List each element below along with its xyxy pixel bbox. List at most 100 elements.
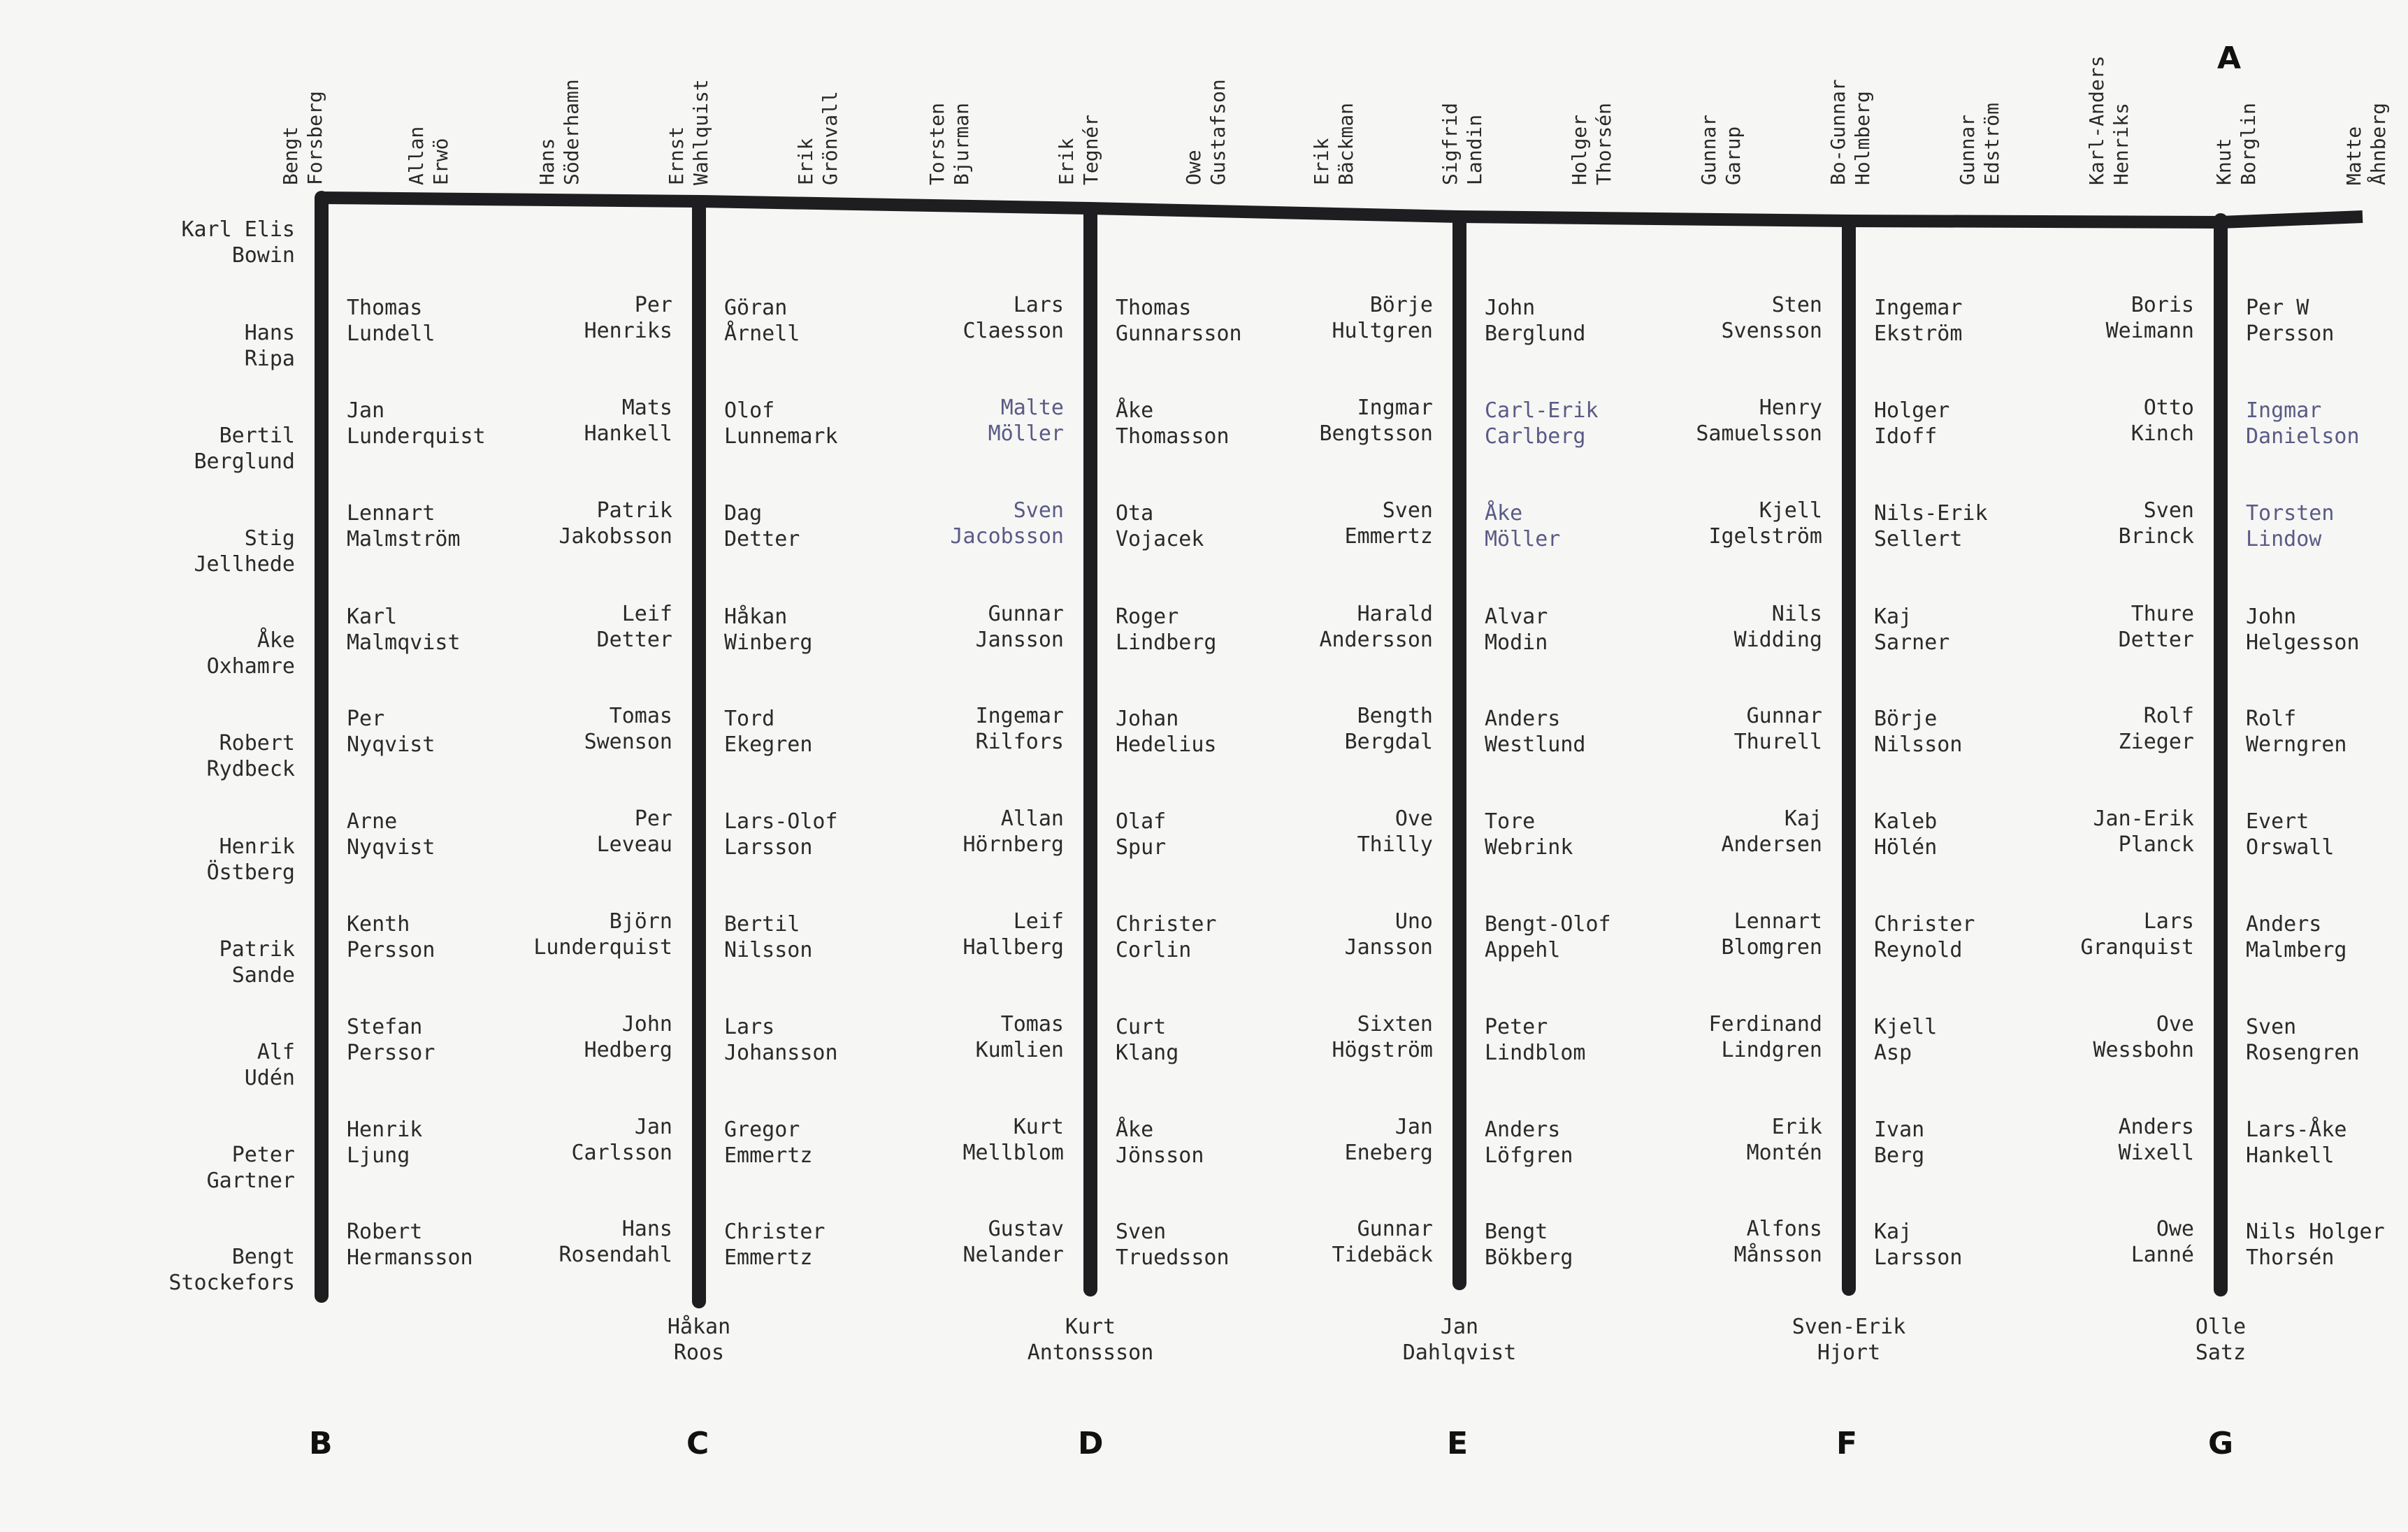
name-entry: Arne Nyqvist [347,809,435,860]
column-name: Bengt Forsberg [279,91,326,185]
name-entry: Roger Lindberg [1116,605,1217,655]
name-entry: Åke Jönsson [1116,1118,1204,1168]
name-entry: Evert Orswall [2246,809,2335,860]
name-entry: Stefan Perssor [347,1015,435,1065]
name-entry: Kaj Sarner [1874,605,1950,655]
name-entry: Sven Emmertz [1344,498,1433,549]
name-entry: Anders Westlund [1485,707,1586,757]
column-name: Ernst Wahlquist [665,79,712,185]
name-entry: Allan Hörnberg [963,807,1065,857]
name-entry: Rolf Zieger [2118,704,2194,754]
row-label: Robert Rydbeck [206,731,295,781]
name-entry: Kjell Asp [1874,1015,1938,1065]
name-entry: Kaj Andersen [1721,807,1823,857]
group-letter: D [1078,1426,1104,1461]
group-letter: C [686,1426,709,1461]
name-entry: Björn Lunderquist [533,909,672,960]
name-entry: Lars Granquist [2080,909,2194,960]
name-entry: Ota Vojacek [1116,501,1204,551]
column-name: Gunnar Garup [1697,114,1745,185]
name-entry: Holger Idoff [1874,398,1950,449]
name-entry: Thomas Gunnarsson [1116,296,1242,346]
name-entry: Åke Thomasson [1116,398,1230,449]
name-entry: Kjell Igelström [1708,498,1822,549]
column-name: Karl-Anders Henriks [2085,55,2133,185]
name-entry: Kurt Mellblom [963,1115,1065,1165]
name-entry: Uno Jansson [1344,909,1433,960]
name-entry: Robert Hermansson [347,1220,473,1270]
column-name: Holger Thorsén [1568,102,1615,185]
name-entry: Lars Johansson [724,1015,838,1065]
name-entry: Dag Detter [724,501,800,551]
name-entry: Gustav Nelander [963,1217,1065,1267]
name-entry: Tore Webrink [1485,809,1573,860]
name-entry: Malte Möller [988,396,1064,446]
bottom-name: Kurt Antonssson [1027,1315,1154,1365]
name-entry: Ove Thilly [1357,807,1433,857]
name-entry: John Helgesson [2246,605,2360,655]
column-name: Erik Bäckman [1310,102,1357,185]
name-entry: Otto Kinch [2131,396,2194,446]
name-entry: Sven Truedsson [1116,1220,1230,1270]
name-entry: Gunnar Tidebäck [1332,1217,1434,1267]
name-entry: Per W Persson [2246,296,2335,346]
name-entry: Tomas Swenson [584,704,672,754]
group-letter: G [2208,1426,2234,1461]
name-entry: Bength Bergdal [1344,704,1433,754]
row-label: Stig Jellhede [194,526,296,577]
column-name: Owe Gustafson [1182,79,1230,185]
column-name: Erik Grönvall [794,91,842,185]
name-entry: Åke Möller [1485,501,1561,551]
name-entry: Sven Brinck [2118,498,2194,549]
bottom-name: Jan Dahlqvist [1402,1315,1517,1365]
name-entry: Erik Montén [1746,1115,1822,1165]
name-entry: Carl-Erik Carlberg [1485,398,1599,449]
name-entry: Harald Andersson [1319,602,1433,652]
name-entry: Leif Hallberg [963,909,1065,960]
column-name: Gunnar Edström [1956,102,2003,185]
bottom-name: Håkan Roos [667,1315,731,1365]
name-entry: Patrik Jakobsson [558,498,672,549]
name-entry: Olof Lunnemark [724,398,838,449]
name-entry: Sten Svensson [1721,293,1823,343]
name-entry: Per Henriks [584,293,672,343]
row-label: Åke Oxhamre [206,628,295,679]
name-entry: Per Nyqvist [347,707,435,757]
name-entry: Thomas Lundell [347,296,435,346]
name-entry: Jan Lunderquist [347,398,486,449]
name-entry: Christer Emmertz [724,1220,826,1270]
column-name: Knut Borglin [2212,102,2260,185]
name-entry: Nils Holger Thorsén [2246,1220,2385,1270]
name-entry: Boris Weimann [2105,293,2194,343]
name-entry: Ingemar Rilfors [975,704,1064,754]
name-entry: Ove Wessbohn [2093,1012,2195,1062]
name-entry: Lars Claesson [963,293,1065,343]
name-entry: Hans Rosendahl [558,1217,672,1267]
group-letter: E [1447,1426,1469,1461]
name-entry: Karl Malmqvist [347,605,461,655]
name-entry: Olaf Spur [1116,809,1167,860]
bottom-name: Sven-Erik Hjort [1791,1315,1906,1365]
name-entry: Alvar Modin [1485,605,1548,655]
name-entry: Kaleb Hölén [1874,809,1938,860]
column-name: Matte Åhnberg [2342,102,2390,185]
name-entry: Ferdinand Lindgren [1708,1012,1822,1062]
name-entry: Börje Nilsson [1874,707,1963,757]
name-entry: Gunnar Thurell [1733,704,1822,754]
name-entry: Jan Eneberg [1344,1115,1433,1165]
name-entry: Anders Wixell [2118,1115,2194,1165]
name-entry: Anders Malmberg [2246,912,2347,962]
row-label: Karl Elis Bowin [181,217,295,268]
name-entry: Börje Hultgren [1332,293,1434,343]
name-entry: Ingmar Danielson [2246,398,2360,449]
name-entry: Leif Detter [596,602,672,652]
name-entry: Ingmar Bengtsson [1319,396,1433,446]
name-entry: Tord Ekegren [724,707,813,757]
row-label: Patrik Sande [219,937,295,988]
name-entry: Mats Hankell [584,396,672,446]
name-entry: Gregor Emmertz [724,1118,813,1168]
column-name: Sigfrid Landin [1439,102,1486,185]
name-entry: Tomas Kumlien [975,1012,1064,1062]
